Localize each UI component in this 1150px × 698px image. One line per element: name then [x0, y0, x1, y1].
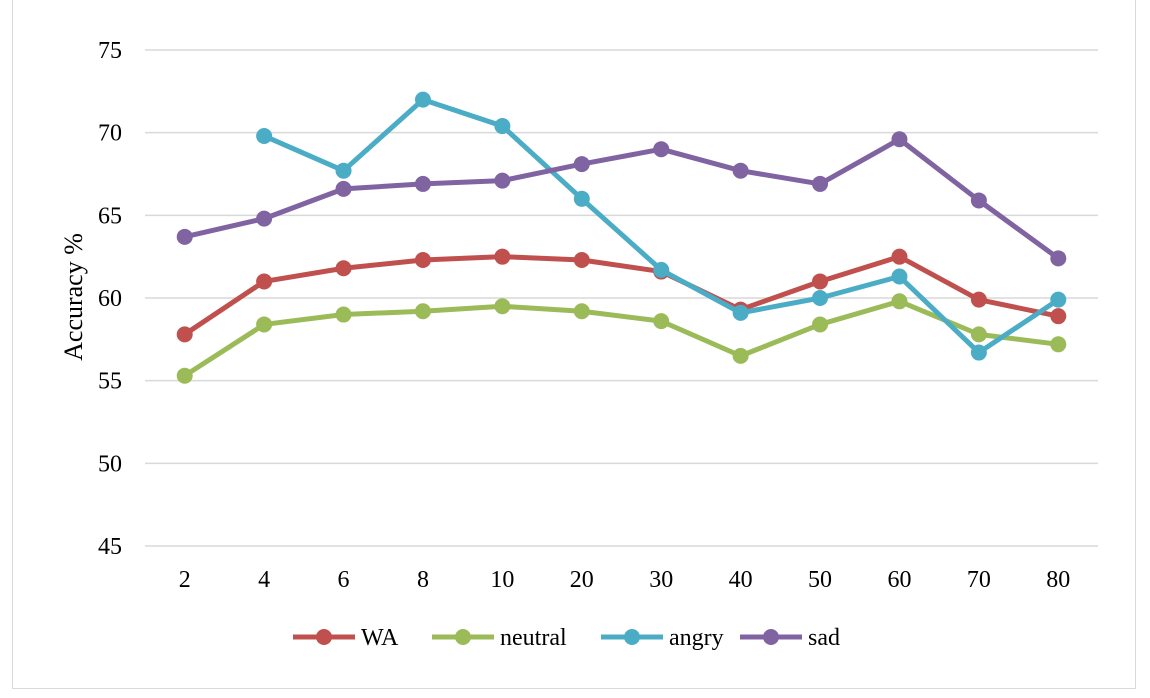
x-tick-label: 6 — [338, 567, 350, 593]
data-point — [494, 248, 511, 265]
x-tick-label: 70 — [967, 567, 991, 593]
data-point — [732, 162, 749, 179]
legend-label: neutral — [500, 625, 567, 651]
data-point — [176, 367, 193, 384]
legend-marker — [763, 629, 779, 645]
data-point — [335, 162, 352, 179]
data-point — [414, 303, 431, 320]
data-point — [494, 172, 511, 189]
x-tick-label: 40 — [729, 567, 753, 593]
data-point — [494, 118, 511, 135]
chart-frame — [12, 0, 1136, 689]
series-WA — [176, 248, 1067, 343]
data-point — [970, 344, 987, 361]
legend-marker — [624, 629, 640, 645]
x-tick-label: 50 — [808, 567, 832, 593]
series-line-sad — [182, 136, 1061, 261]
y-tick-label: 45 — [98, 534, 122, 560]
data-point — [256, 210, 273, 227]
series-line-neutral — [182, 298, 1061, 379]
series-angry — [256, 91, 1067, 361]
x-tick-label: 20 — [570, 567, 594, 593]
data-point — [256, 316, 273, 333]
data-point — [573, 303, 590, 320]
data-point — [1050, 308, 1067, 325]
data-point — [812, 316, 829, 333]
legend-item-WA: WA — [293, 625, 399, 651]
legend: WA neutral angry sad — [293, 625, 840, 651]
data-point — [891, 248, 908, 265]
legend-label: WA — [361, 625, 399, 651]
series-line-WA — [182, 254, 1061, 337]
legend-label: sad — [808, 625, 840, 651]
gridlines — [145, 49, 1098, 547]
data-point — [653, 313, 670, 330]
x-tick-label: 10 — [490, 567, 514, 593]
data-point — [891, 293, 908, 310]
series-lines — [176, 91, 1067, 384]
data-point — [256, 273, 273, 290]
data-point — [732, 347, 749, 364]
legend-item-angry: angry — [601, 625, 724, 651]
legend-marker — [455, 629, 471, 645]
data-point — [414, 175, 431, 192]
data-point — [1050, 250, 1067, 267]
x-tick-label: 30 — [649, 567, 673, 593]
series-neutral — [176, 293, 1067, 384]
data-point — [812, 290, 829, 306]
data-point — [970, 326, 987, 343]
data-point — [176, 326, 193, 343]
y-tick-label: 70 — [98, 121, 122, 147]
data-point — [335, 180, 352, 197]
data-point — [732, 304, 749, 321]
series-sad — [176, 131, 1067, 267]
x-tick-label: 2 — [179, 567, 191, 593]
data-point — [414, 91, 431, 108]
data-point — [812, 273, 829, 290]
y-axis-label: Accuracy % — [59, 233, 88, 361]
data-point — [1050, 291, 1067, 308]
data-point — [812, 175, 829, 192]
legend-item-neutral: neutral — [432, 625, 567, 651]
x-tick-label: 8 — [417, 567, 429, 593]
data-point — [256, 127, 273, 144]
legend-item-sad: sad — [740, 625, 840, 651]
x-tick-label: 60 — [887, 567, 911, 593]
y-tick-label: 65 — [98, 203, 122, 229]
data-point — [573, 156, 590, 173]
legend-marker — [316, 629, 332, 645]
data-point — [970, 192, 987, 209]
data-point — [335, 260, 352, 277]
x-tick-label: 80 — [1046, 567, 1070, 593]
data-point — [891, 131, 908, 148]
y-tick-label: 50 — [98, 451, 122, 477]
data-point — [970, 291, 987, 308]
y-tick-label: 75 — [98, 38, 122, 64]
data-point — [176, 228, 193, 245]
y-tick-label: 60 — [98, 286, 122, 312]
data-point — [414, 251, 431, 268]
data-point — [335, 306, 352, 323]
y-tick-label: 55 — [98, 369, 122, 395]
data-point — [573, 251, 590, 268]
x-axis-tick-labels: 2 4 6 8 10 20 30 40 50 60 70 80 — [179, 567, 1071, 593]
legend-label: angry — [669, 625, 724, 651]
data-point — [653, 141, 670, 158]
data-point — [653, 261, 670, 278]
data-point — [494, 298, 511, 315]
data-point — [891, 268, 908, 285]
data-point — [1050, 336, 1067, 353]
data-point — [573, 190, 590, 207]
x-tick-label: 4 — [258, 567, 270, 593]
y-axis-tick-labels: 45 50 55 60 65 70 75 — [98, 38, 122, 560]
